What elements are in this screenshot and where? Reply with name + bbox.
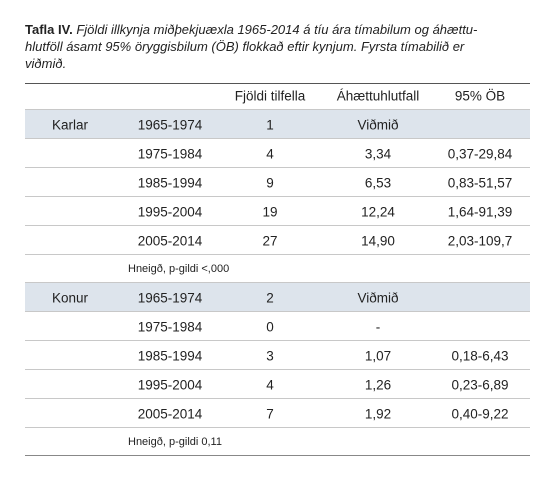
rule (25, 398, 530, 399)
cell-ratio: 6,53 (364, 175, 392, 190)
cell-ci: 0,40-9,22 (451, 406, 509, 421)
caption-line: Tafla IV. Fjöldi illkynja miðþekjuæxla 1… (25, 22, 477, 37)
rule (25, 254, 530, 255)
caption-line: hlutföll ásamt 95% öryggisbilum (ÖB) flo… (25, 39, 465, 54)
cell-count: 2 (266, 290, 274, 305)
rule (25, 369, 530, 370)
cell-count: 4 (266, 377, 274, 392)
rule (25, 282, 530, 283)
rule (25, 455, 530, 456)
column-header: 95% ÖB (454, 88, 506, 104)
cell-ratio: 1,26 (364, 377, 392, 392)
trend-note: Hneigð, p-gildi 0,11 (128, 436, 222, 448)
cell-period: 2005-2014 (137, 406, 203, 421)
column-header: Áhættuhlutfall (336, 88, 420, 104)
cell-period: 1965-1974 (137, 117, 203, 132)
cell-count: 1 (266, 117, 274, 132)
rule (25, 427, 530, 428)
cell-ratio: - (375, 319, 381, 334)
cell-ci: 0,18-6,43 (451, 348, 509, 363)
rule (25, 83, 530, 84)
cell-period: 1975-1984 (137, 319, 203, 334)
rule (25, 167, 530, 168)
cell-count: 7 (266, 406, 274, 421)
rule (25, 225, 530, 226)
cell-ci: 0,83-51,57 (447, 175, 513, 190)
cell-period: 1985-1994 (137, 175, 203, 190)
caption-label: Tafla IV. (25, 22, 73, 37)
shaded-row (25, 110, 530, 138)
cell-period: 1975-1984 (137, 146, 203, 161)
cell-period: 1985-1994 (137, 348, 203, 363)
cell-ci: 0,37-29,84 (447, 146, 513, 161)
caption-line: viðmið. (25, 56, 67, 71)
cell-count: 4 (266, 146, 274, 161)
cell-count: 19 (262, 204, 278, 219)
cell-period: 1965-1974 (137, 290, 203, 305)
cell-count: 9 (266, 175, 274, 190)
cell-count: 3 (266, 348, 274, 363)
rule (25, 138, 530, 139)
cell-ci: 0,23-6,89 (451, 377, 509, 392)
cell-period: 1995-2004 (137, 377, 203, 392)
group-label: Karlar (51, 117, 89, 132)
cell-count: 0 (266, 319, 274, 334)
cell-ci: 1,64-91,39 (447, 204, 513, 219)
cell-ratio: 1,92 (364, 406, 392, 421)
shaded-row (25, 283, 530, 311)
rule (25, 196, 530, 197)
rule (25, 109, 530, 110)
cell-ratio: Viðmið (357, 290, 399, 305)
group-label: Konur (51, 290, 89, 305)
rule (25, 311, 530, 312)
cell-count: 27 (262, 233, 278, 248)
cell-ratio: Viðmið (357, 117, 399, 132)
cell-ratio: 12,24 (361, 204, 395, 219)
cell-ratio: 1,07 (364, 348, 392, 363)
trend-note: Hneigð, p-gildi <,000 (128, 263, 230, 275)
cell-period: 2005-2014 (137, 233, 203, 248)
column-header: Fjöldi tilfella (234, 88, 306, 104)
cell-period: 1995-2004 (137, 204, 203, 219)
cell-ci: 2,03-109,7 (447, 233, 513, 248)
cell-ratio: 3,34 (364, 146, 392, 161)
rule (25, 340, 530, 341)
caption-text: Fjöldi illkynja miðþekjuæxla 1965-2014 á… (76, 22, 478, 37)
cell-ratio: 14,90 (361, 233, 395, 248)
